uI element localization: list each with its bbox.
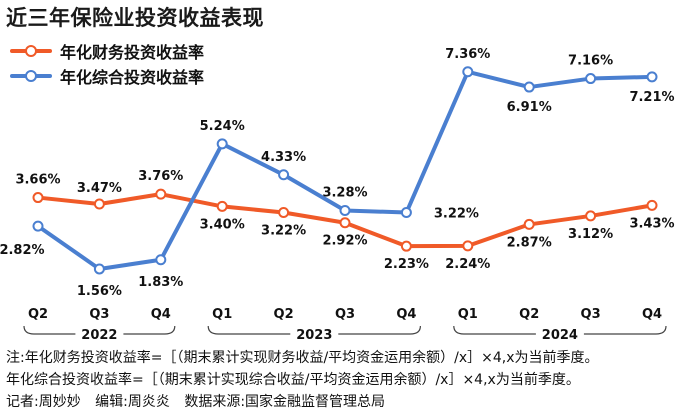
- data-label-financial-5: 2.92%: [322, 234, 367, 249]
- data-label-financial-2: 3.76%: [138, 169, 183, 184]
- line-chart: 3.66% 3.47% 3.76% 3.40% 3.22% 2.92% 2.23% 2.24%…: [0, 47, 675, 343]
- legend: 年化财务投资收益率 年化综合投资收益率: [8, 38, 204, 88]
- legend-label-financial: 年化财务投资收益率: [60, 42, 205, 62]
- data-label-comprehensive-6: 3.22%: [434, 207, 479, 222]
- data-label-comprehensive-8: 6.91%: [507, 100, 552, 115]
- data-point-comprehensive-7: [462, 66, 474, 78]
- data-label-financial-7: 2.24%: [445, 257, 490, 272]
- year-label-bg-2023: [290, 325, 339, 343]
- data-point-comprehensive-8: [523, 81, 535, 93]
- year-label-2024: 2024: [542, 328, 578, 343]
- x-tick-label-6: Q4: [396, 307, 416, 322]
- chart-title: 近三年保险业投资收益表现: [6, 6, 264, 30]
- year-label-bg-2022: [75, 325, 124, 343]
- data-point-comprehensive-9: [585, 73, 597, 85]
- data-label-comprehensive-3: 5.24%: [200, 119, 245, 134]
- data-label-financial-3: 3.40%: [200, 217, 245, 232]
- data-point-comprehensive-6: [400, 207, 412, 219]
- data-label-comprehensive-0: 2.82%: [0, 243, 45, 258]
- note-financial-formula: 注:年化财务投资收益率=［（期末累计实现财务收益/平均资金运用余额）/x］×4,…: [6, 350, 599, 366]
- data-point-financial-6: [400, 240, 412, 252]
- data-point-financial-10: [646, 199, 658, 211]
- data-label-comprehensive-1: 1.56%: [77, 284, 122, 299]
- data-label-financial-9: 3.12%: [568, 227, 613, 242]
- legend-item-comprehensive: 年化综合投资收益率: [8, 63, 204, 88]
- x-tick-label-4: Q2: [274, 307, 294, 322]
- legend-label-comprehensive: 年化综合投资收益率: [60, 67, 205, 87]
- x-tick-label-9: Q3: [581, 307, 601, 322]
- x-tick-label-5: Q3: [335, 307, 355, 322]
- data-label-comprehensive-4: 4.33%: [261, 150, 306, 165]
- data-label-financial-4: 3.22%: [261, 224, 306, 239]
- x-tick-label-8: Q2: [519, 307, 539, 322]
- x-tick-label-1: Q3: [89, 307, 109, 322]
- data-point-financial-7: [462, 240, 474, 252]
- data-point-financial-0: [32, 192, 44, 204]
- credit-source: 数据来源:国家金融监督管理总局: [184, 394, 386, 410]
- x-tick-label-3: Q1: [212, 307, 232, 322]
- data-label-financial-10: 3.43%: [629, 216, 674, 231]
- data-label-comprehensive-7: 7.36%: [445, 47, 490, 62]
- note-comprehensive-formula: 年化综合投资收益率=［（期末累计实现综合收益/平均资金运用余额）/x］×4,x为…: [6, 372, 580, 388]
- x-tick-label-0: Q2: [28, 307, 48, 322]
- year-label-2022: 2022: [81, 328, 117, 343]
- x-tick-label-7: Q1: [458, 307, 478, 322]
- data-point-financial-8: [523, 218, 535, 230]
- x-tick-label-2: Q4: [151, 307, 171, 322]
- data-point-financial-4: [278, 207, 290, 219]
- year-label-2023: 2023: [296, 328, 332, 343]
- data-label-comprehensive-10: 7.21%: [629, 90, 674, 105]
- data-point-financial-3: [216, 200, 228, 212]
- data-point-financial-1: [93, 198, 105, 210]
- data-point-comprehensive-4: [278, 169, 290, 181]
- data-point-financial-2: [155, 188, 167, 200]
- data-point-comprehensive-1: [93, 263, 105, 275]
- credit-editor: 编辑:周炎炎: [95, 394, 170, 410]
- data-label-financial-0: 3.66%: [15, 173, 60, 188]
- data-point-financial-5: [339, 217, 351, 229]
- data-label-financial-6: 2.23%: [384, 257, 429, 272]
- credits: 记者:周妙妙 编辑:周炎炎 数据来源:国家金融监督管理总局: [6, 391, 599, 413]
- data-point-comprehensive-0: [32, 220, 44, 232]
- data-label-comprehensive-9: 7.16%: [568, 54, 613, 69]
- legend-swatch-comprehensive: [8, 68, 54, 84]
- data-label-financial-1: 3.47%: [77, 181, 122, 196]
- credit-reporter: 记者:周妙妙: [6, 394, 81, 410]
- data-label-comprehensive-2: 1.83%: [138, 275, 183, 290]
- year-label-bg-2024: [535, 325, 584, 343]
- x-tick-label-10: Q4: [642, 307, 662, 322]
- data-point-financial-9: [585, 210, 597, 222]
- legend-swatch-financial: [8, 43, 54, 59]
- data-point-comprehensive-10: [646, 71, 658, 83]
- data-label-comprehensive-5: 3.28%: [322, 185, 367, 200]
- legend-item-financial: 年化财务投资收益率: [8, 38, 204, 63]
- data-point-comprehensive-3: [216, 138, 228, 150]
- data-point-comprehensive-5: [339, 204, 351, 216]
- data-point-comprehensive-2: [155, 254, 167, 266]
- footnotes: 注:年化财务投资收益率=［（期末累计实现财务收益/平均资金运用余额）/x］×4,…: [6, 347, 599, 413]
- data-label-financial-8: 2.87%: [507, 235, 552, 250]
